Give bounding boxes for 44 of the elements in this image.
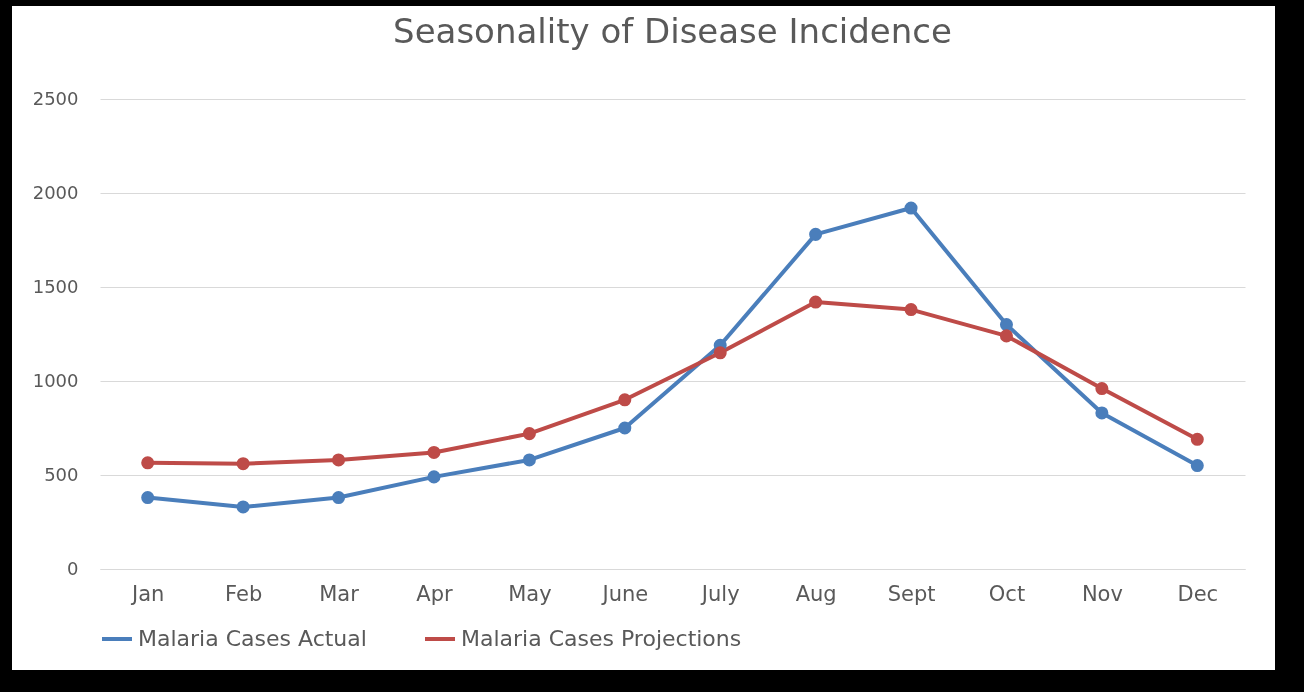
point [1095, 406, 1109, 420]
y-tick-label: 0 [67, 557, 79, 579]
x-tick-label: Mar [319, 581, 360, 606]
point [809, 227, 823, 241]
point [332, 491, 346, 505]
chart-title: Seasonality of Disease Incidence [393, 11, 952, 51]
x-tick-label: July [699, 581, 740, 606]
y-tick-label: 2500 [32, 87, 79, 109]
point [904, 303, 918, 317]
y-tick-label: 1000 [32, 369, 79, 391]
point [1095, 382, 1109, 396]
point [904, 201, 918, 215]
x-tick-label: Oct [988, 581, 1026, 606]
x-tick-label: Feb [225, 581, 263, 606]
point [522, 453, 536, 467]
x-tick-label: Jan [130, 581, 165, 606]
y-tick-label: 500 [44, 463, 79, 485]
point [236, 457, 250, 471]
point [618, 393, 632, 407]
legend-label: Malaria Cases Projections [461, 626, 742, 651]
point [427, 445, 441, 459]
y-tick-label: 1500 [32, 275, 79, 297]
x-tick-label: Sept [887, 581, 936, 606]
point [1190, 432, 1204, 446]
point [427, 470, 441, 484]
x-tick-label: Dec [1177, 581, 1219, 606]
point [999, 318, 1013, 332]
x-tick-label: May [508, 581, 552, 606]
x-tick-label: Aug [795, 581, 837, 606]
x-tick-label: Nov [1081, 581, 1123, 606]
x-tick-label: Apr [416, 581, 453, 606]
point [522, 427, 536, 441]
point [713, 346, 727, 360]
point [141, 456, 155, 470]
point [999, 329, 1013, 343]
x-tick-label: June [600, 581, 649, 606]
y-tick-label: 2000 [32, 181, 79, 203]
legend-label: Malaria Cases Actual [138, 626, 367, 651]
point [1190, 459, 1204, 473]
point [809, 295, 823, 309]
point [141, 491, 155, 505]
point [618, 421, 632, 435]
point [332, 453, 346, 467]
point [236, 500, 250, 514]
